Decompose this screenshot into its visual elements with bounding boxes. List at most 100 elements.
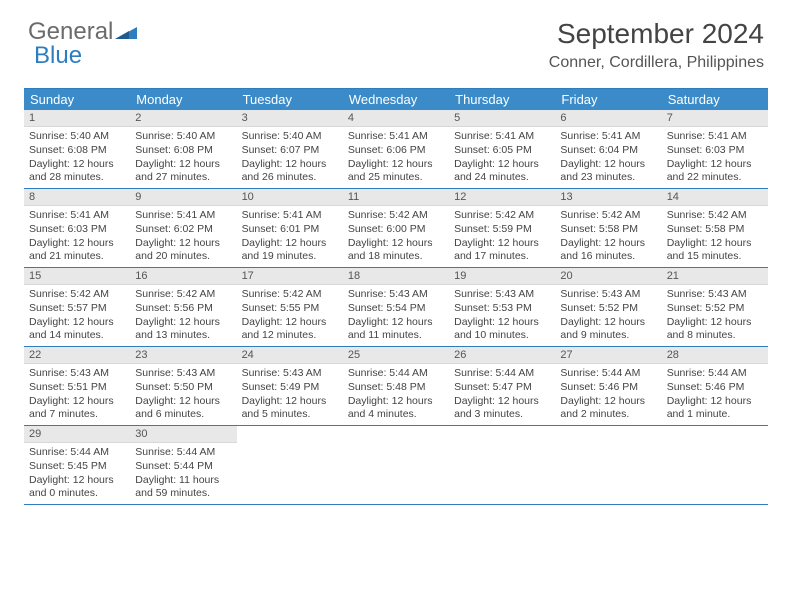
- day-content: Sunrise: 5:40 AMSunset: 6:08 PMDaylight:…: [130, 127, 236, 188]
- day-cell: 1Sunrise: 5:40 AMSunset: 6:08 PMDaylight…: [24, 110, 130, 188]
- sunrise-text: Sunrise: 5:40 AM: [135, 130, 231, 144]
- day-content: Sunrise: 5:42 AMSunset: 5:58 PMDaylight:…: [555, 206, 661, 267]
- day-cell: 25Sunrise: 5:44 AMSunset: 5:48 PMDayligh…: [343, 347, 449, 425]
- title-block: September 2024 Conner, Cordillera, Phili…: [549, 18, 764, 72]
- day1-text: Daylight: 12 hours: [560, 158, 656, 172]
- day-number: 24: [237, 347, 343, 364]
- day1-text: Daylight: 12 hours: [135, 158, 231, 172]
- day-content: Sunrise: 5:43 AMSunset: 5:52 PMDaylight:…: [555, 285, 661, 346]
- day-cell: 10Sunrise: 5:41 AMSunset: 6:01 PMDayligh…: [237, 189, 343, 267]
- day2-text: and 24 minutes.: [454, 171, 550, 185]
- day-number: 14: [662, 189, 768, 206]
- week-row: 8Sunrise: 5:41 AMSunset: 6:03 PMDaylight…: [24, 189, 768, 268]
- day1-text: Daylight: 12 hours: [454, 158, 550, 172]
- day1-text: Daylight: 12 hours: [667, 395, 763, 409]
- sunrise-text: Sunrise: 5:41 AM: [29, 209, 125, 223]
- day-number: 26: [449, 347, 555, 364]
- day-cell: 13Sunrise: 5:42 AMSunset: 5:58 PMDayligh…: [555, 189, 661, 267]
- day-cell: [343, 426, 449, 504]
- sunset-text: Sunset: 5:47 PM: [454, 381, 550, 395]
- day-number: 3: [237, 110, 343, 127]
- day2-text: and 19 minutes.: [242, 250, 338, 264]
- day-content: Sunrise: 5:41 AMSunset: 6:03 PMDaylight:…: [662, 127, 768, 188]
- day-cell: 9Sunrise: 5:41 AMSunset: 6:02 PMDaylight…: [130, 189, 236, 267]
- day2-text: and 1 minute.: [667, 408, 763, 422]
- logo-text-blue: Blue: [34, 42, 82, 70]
- day2-text: and 7 minutes.: [29, 408, 125, 422]
- sunset-text: Sunset: 5:52 PM: [667, 302, 763, 316]
- day2-text: and 25 minutes.: [348, 171, 444, 185]
- sunset-text: Sunset: 6:07 PM: [242, 144, 338, 158]
- day2-text: and 18 minutes.: [348, 250, 444, 264]
- day1-text: Daylight: 12 hours: [454, 316, 550, 330]
- sunrise-text: Sunrise: 5:44 AM: [135, 446, 231, 460]
- day-content: Sunrise: 5:44 AMSunset: 5:48 PMDaylight:…: [343, 364, 449, 425]
- day-cell: [449, 426, 555, 504]
- day-number: 16: [130, 268, 236, 285]
- day-cell: 20Sunrise: 5:43 AMSunset: 5:52 PMDayligh…: [555, 268, 661, 346]
- sunrise-text: Sunrise: 5:44 AM: [560, 367, 656, 381]
- day-number: 22: [24, 347, 130, 364]
- day-number: 13: [555, 189, 661, 206]
- sunset-text: Sunset: 6:08 PM: [29, 144, 125, 158]
- day-number: 7: [662, 110, 768, 127]
- day1-text: Daylight: 11 hours: [135, 474, 231, 488]
- day-cell: 17Sunrise: 5:42 AMSunset: 5:55 PMDayligh…: [237, 268, 343, 346]
- day-header-mon: Monday: [130, 89, 236, 110]
- week-row: 22Sunrise: 5:43 AMSunset: 5:51 PMDayligh…: [24, 347, 768, 426]
- sunset-text: Sunset: 5:49 PM: [242, 381, 338, 395]
- day-number: 9: [130, 189, 236, 206]
- day1-text: Daylight: 12 hours: [29, 158, 125, 172]
- day-cell: 14Sunrise: 5:42 AMSunset: 5:58 PMDayligh…: [662, 189, 768, 267]
- day-content: Sunrise: 5:42 AMSunset: 6:00 PMDaylight:…: [343, 206, 449, 267]
- day-cell: 4Sunrise: 5:41 AMSunset: 6:06 PMDaylight…: [343, 110, 449, 188]
- day-header-thu: Thursday: [449, 89, 555, 110]
- day1-text: Daylight: 12 hours: [135, 237, 231, 251]
- day-cell: 12Sunrise: 5:42 AMSunset: 5:59 PMDayligh…: [449, 189, 555, 267]
- day-cell: 7Sunrise: 5:41 AMSunset: 6:03 PMDaylight…: [662, 110, 768, 188]
- day1-text: Daylight: 12 hours: [242, 158, 338, 172]
- day-content: Sunrise: 5:43 AMSunset: 5:52 PMDaylight:…: [662, 285, 768, 346]
- sunrise-text: Sunrise: 5:40 AM: [242, 130, 338, 144]
- day-number: 5: [449, 110, 555, 127]
- day2-text: and 5 minutes.: [242, 408, 338, 422]
- sunrise-text: Sunrise: 5:44 AM: [454, 367, 550, 381]
- day2-text: and 21 minutes.: [29, 250, 125, 264]
- sunset-text: Sunset: 5:58 PM: [667, 223, 763, 237]
- day1-text: Daylight: 12 hours: [29, 395, 125, 409]
- sunrise-text: Sunrise: 5:42 AM: [29, 288, 125, 302]
- day-number: 19: [449, 268, 555, 285]
- day-content: Sunrise: 5:44 AMSunset: 5:46 PMDaylight:…: [662, 364, 768, 425]
- sunrise-text: Sunrise: 5:42 AM: [242, 288, 338, 302]
- location-text: Conner, Cordillera, Philippines: [549, 54, 764, 72]
- sunset-text: Sunset: 6:03 PM: [667, 144, 763, 158]
- day2-text: and 23 minutes.: [560, 171, 656, 185]
- week-row: 15Sunrise: 5:42 AMSunset: 5:57 PMDayligh…: [24, 268, 768, 347]
- day1-text: Daylight: 12 hours: [348, 316, 444, 330]
- day2-text: and 6 minutes.: [135, 408, 231, 422]
- day2-text: and 14 minutes.: [29, 329, 125, 343]
- sunrise-text: Sunrise: 5:42 AM: [348, 209, 444, 223]
- day-cell: 27Sunrise: 5:44 AMSunset: 5:46 PMDayligh…: [555, 347, 661, 425]
- day1-text: Daylight: 12 hours: [348, 237, 444, 251]
- day-header-sat: Saturday: [662, 89, 768, 110]
- sunrise-text: Sunrise: 5:43 AM: [454, 288, 550, 302]
- sunrise-text: Sunrise: 5:43 AM: [242, 367, 338, 381]
- day-content: Sunrise: 5:41 AMSunset: 6:05 PMDaylight:…: [449, 127, 555, 188]
- sunrise-text: Sunrise: 5:43 AM: [348, 288, 444, 302]
- day-number: 2: [130, 110, 236, 127]
- day-content: Sunrise: 5:44 AMSunset: 5:47 PMDaylight:…: [449, 364, 555, 425]
- day-number: 18: [343, 268, 449, 285]
- sunset-text: Sunset: 6:05 PM: [454, 144, 550, 158]
- sunset-text: Sunset: 5:55 PM: [242, 302, 338, 316]
- day-content: Sunrise: 5:43 AMSunset: 5:50 PMDaylight:…: [130, 364, 236, 425]
- day-cell: [555, 426, 661, 504]
- sunset-text: Sunset: 5:45 PM: [29, 460, 125, 474]
- sunrise-text: Sunrise: 5:41 AM: [560, 130, 656, 144]
- day-cell: 30Sunrise: 5:44 AMSunset: 5:44 PMDayligh…: [130, 426, 236, 504]
- page-header: General September 2024 Conner, Cordiller…: [0, 0, 792, 80]
- week-row: 29Sunrise: 5:44 AMSunset: 5:45 PMDayligh…: [24, 426, 768, 505]
- day-number: 10: [237, 189, 343, 206]
- day-content: Sunrise: 5:43 AMSunset: 5:54 PMDaylight:…: [343, 285, 449, 346]
- day2-text: and 27 minutes.: [135, 171, 231, 185]
